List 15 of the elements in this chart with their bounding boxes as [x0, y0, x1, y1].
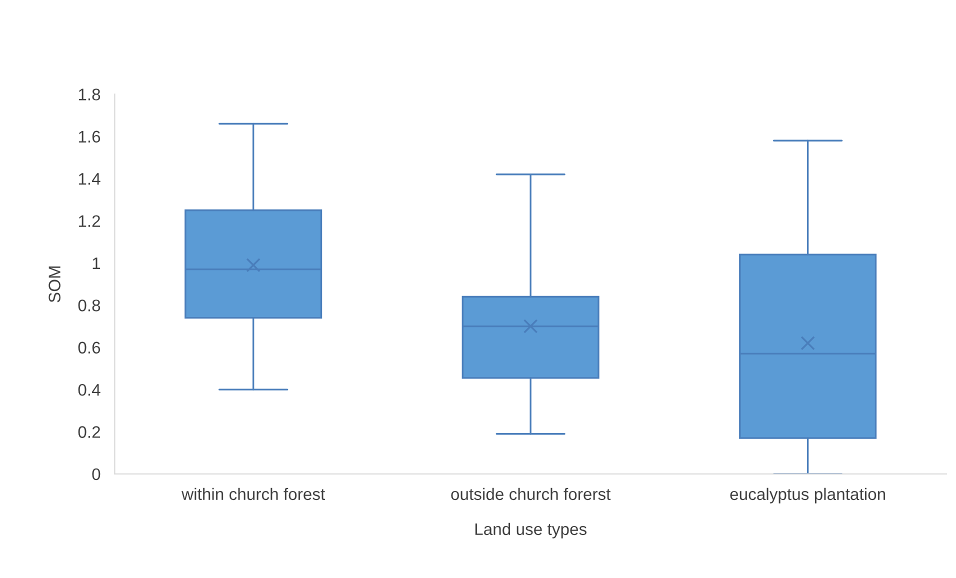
y-axis-title: SOM — [48, 266, 60, 302]
y-tick-label: 1.2 — [78, 215, 100, 227]
y-tick-label: 1.8 — [78, 88, 100, 100]
x-tick-label: within church forest — [182, 488, 326, 500]
y-tick-label: 0.6 — [78, 342, 100, 354]
x-tick-label: outside church forerst — [451, 488, 611, 500]
x-tick-label: eucalyptus plantation — [730, 488, 886, 504]
y-tick-label: 0.2 — [78, 426, 100, 438]
x-axis-title: Land use types — [475, 522, 587, 538]
y-tick-label: 0.8 — [78, 300, 100, 312]
y-tick-label: 0 — [92, 468, 100, 480]
y-tick-label: 1.6 — [78, 130, 100, 143]
y-tick-label: 1 — [92, 258, 100, 270]
y-tick-label: 0.4 — [78, 384, 100, 396]
y-tick-label: 1.4 — [78, 173, 100, 185]
